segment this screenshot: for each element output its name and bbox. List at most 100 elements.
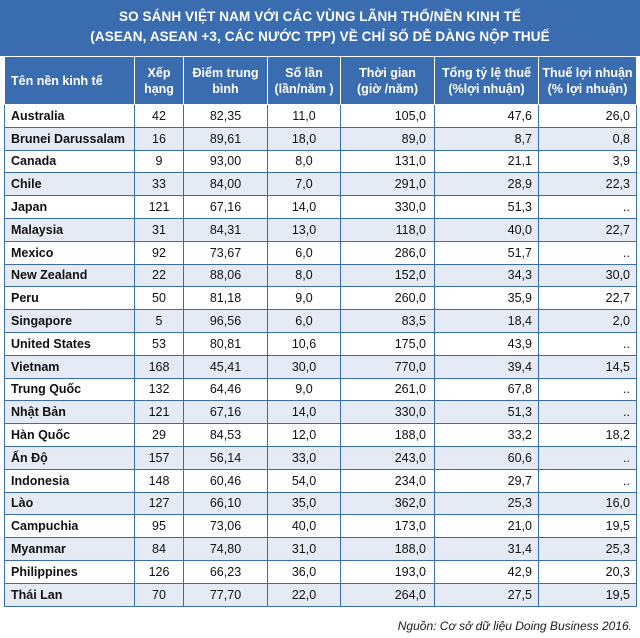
cell-payments: 30,0 xyxy=(267,354,341,379)
cell-economy: Brunei Darussalam xyxy=(4,126,135,151)
cell-hours: 83,5 xyxy=(340,309,435,333)
cell-total-tax-rate: 42,9 xyxy=(434,559,539,584)
cell-total-tax-rate: 47,6 xyxy=(434,104,539,128)
cell-average-score: 77,70 xyxy=(183,582,268,607)
cell-average-score: 89,61 xyxy=(183,126,268,151)
cell-payments: 33,0 xyxy=(267,445,341,470)
table-row: Australia 42 82,35 11,0 105,0 47,6 26,0 xyxy=(4,104,637,128)
cell-total-tax-rate: 25,3 xyxy=(434,491,539,516)
cell-profit-tax: 18,2 xyxy=(538,423,637,447)
cell-hours: 188,0 xyxy=(340,537,435,561)
cell-payments: 9,0 xyxy=(267,377,341,402)
cell-economy: Peru xyxy=(4,286,135,311)
cell-hours: 234,0 xyxy=(340,468,435,493)
cell-payments: 14,0 xyxy=(267,400,341,425)
cell-average-score: 66,23 xyxy=(183,559,268,584)
cell-economy: Lào xyxy=(4,491,135,516)
header-economy: Tên nền kinh tế xyxy=(4,56,135,105)
cell-rank: 157 xyxy=(134,445,184,470)
cell-hours: 362,0 xyxy=(340,491,435,516)
cell-payments: 35,0 xyxy=(267,491,341,516)
table-row: New Zealand 22 88,06 8,0 152,0 34,3 30,0 xyxy=(4,263,637,288)
cell-total-tax-rate: 33,2 xyxy=(434,423,539,447)
cell-total-tax-rate: 51,3 xyxy=(434,400,539,425)
cell-rank: 127 xyxy=(134,491,184,516)
cell-total-tax-rate: 31,4 xyxy=(434,537,539,561)
cell-average-score: 84,00 xyxy=(183,172,268,197)
cell-payments: 8,0 xyxy=(267,149,341,174)
cell-average-score: 64,46 xyxy=(183,377,268,402)
cell-average-score: 88,06 xyxy=(183,263,268,288)
cell-payments: 12,0 xyxy=(267,423,341,447)
table-row: Campuchia 95 73,06 40,0 173,0 21,0 19,5 xyxy=(4,514,637,539)
cell-profit-tax: 19,5 xyxy=(538,514,637,539)
cell-hours: 243,0 xyxy=(340,445,435,470)
cell-payments: 54,0 xyxy=(267,468,341,493)
cell-average-score: 67,16 xyxy=(183,195,268,219)
cell-average-score: 56,14 xyxy=(183,445,268,470)
table-row: Lào 127 66,10 35,0 362,0 25,3 16,0 xyxy=(4,491,637,516)
cell-payments: 36,0 xyxy=(267,559,341,584)
table-title-line-1: SO SÁNH VIỆT NAM VỚI CÁC VÙNG LÃNH THỔ/N… xyxy=(118,9,522,24)
cell-economy: United States xyxy=(4,331,135,356)
cell-payments: 6,0 xyxy=(267,240,341,265)
cell-hours: 330,0 xyxy=(340,400,435,425)
cell-average-score: 73,67 xyxy=(183,240,268,265)
cell-total-tax-rate: 51,7 xyxy=(434,240,539,265)
cell-average-score: 45,41 xyxy=(183,354,268,379)
cell-economy: Nhật Bản xyxy=(4,400,135,425)
cell-total-tax-rate: 39,4 xyxy=(434,354,539,379)
cell-hours: 131,0 xyxy=(340,149,435,174)
cell-economy: Indonesia xyxy=(4,468,135,493)
header-rank: Xếp hạng xyxy=(134,56,184,105)
cell-economy: Thái Lan xyxy=(4,582,135,607)
cell-profit-tax: 16,0 xyxy=(538,491,637,516)
cell-payments: 10,6 xyxy=(267,331,341,356)
table-row: Ấn Độ 157 56,14 33,0 243,0 60,6.. xyxy=(4,445,637,470)
cell-hours: 261,0 xyxy=(340,377,435,402)
cell-profit-tax: .. xyxy=(538,331,637,356)
cell-rank: 29 xyxy=(134,423,184,447)
cell-economy: Singapore xyxy=(4,309,135,333)
table-row: Thái Lan 70 77,70 22,0 264,0 27,5 19,5 xyxy=(4,582,637,607)
cell-economy: Australia xyxy=(4,104,135,128)
cell-rank: 42 xyxy=(134,104,184,128)
cell-rank: 126 xyxy=(134,559,184,584)
cell-rank: 132 xyxy=(134,377,184,402)
cell-rank: 33 xyxy=(134,172,184,197)
cell-rank: 50 xyxy=(134,286,184,311)
cell-profit-tax: 22,7 xyxy=(538,286,637,311)
cell-average-score: 80,81 xyxy=(183,331,268,356)
cell-total-tax-rate: 21,1 xyxy=(434,149,539,174)
cell-profit-tax: 25,3 xyxy=(538,537,637,561)
cell-profit-tax: 14,5 xyxy=(538,354,637,379)
cell-total-tax-rate: 21,0 xyxy=(434,514,539,539)
cell-total-tax-rate: 35,9 xyxy=(434,286,539,311)
cell-profit-tax: 30,0 xyxy=(538,263,637,288)
cell-profit-tax: 22,7 xyxy=(538,217,637,242)
cell-payments: 9,0 xyxy=(267,286,341,311)
cell-rank: 70 xyxy=(134,582,184,607)
cell-hours: 193,0 xyxy=(340,559,435,584)
table-row: Trung Quốc 132 64,46 9,0 261,0 67,8.. xyxy=(4,377,637,402)
table-row: Indonesia 148 60,46 54,0 234,0 29,7.. xyxy=(4,468,637,493)
cell-economy: Chile xyxy=(4,172,135,197)
cell-total-tax-rate: 28,9 xyxy=(434,172,539,197)
cell-average-score: 81,18 xyxy=(183,286,268,311)
cell-economy: Trung Quốc xyxy=(4,377,135,402)
cell-profit-tax: 0,8 xyxy=(538,126,637,151)
cell-profit-tax: .. xyxy=(538,445,637,470)
cell-total-tax-rate: 27,5 xyxy=(434,582,539,607)
cell-economy: Philippines xyxy=(4,559,135,584)
cell-average-score: 96,56 xyxy=(183,309,268,333)
cell-hours: 152,0 xyxy=(340,263,435,288)
cell-total-tax-rate: 29,7 xyxy=(434,468,539,493)
header-profit-tax: Thuế lợi nhuận (% lợi nhuận) xyxy=(538,56,637,105)
cell-hours: 173,0 xyxy=(340,514,435,539)
cell-hours: 330,0 xyxy=(340,195,435,219)
table-row: Vietnam 168 45,41 30,0 770,0 39,4 14,5 xyxy=(4,354,637,379)
cell-payments: 22,0 xyxy=(267,582,341,607)
header-payments-per-year: Số lần (lần/năm ) xyxy=(267,56,341,105)
cell-hours: 118,0 xyxy=(340,217,435,242)
cell-average-score: 93,00 xyxy=(183,149,268,174)
